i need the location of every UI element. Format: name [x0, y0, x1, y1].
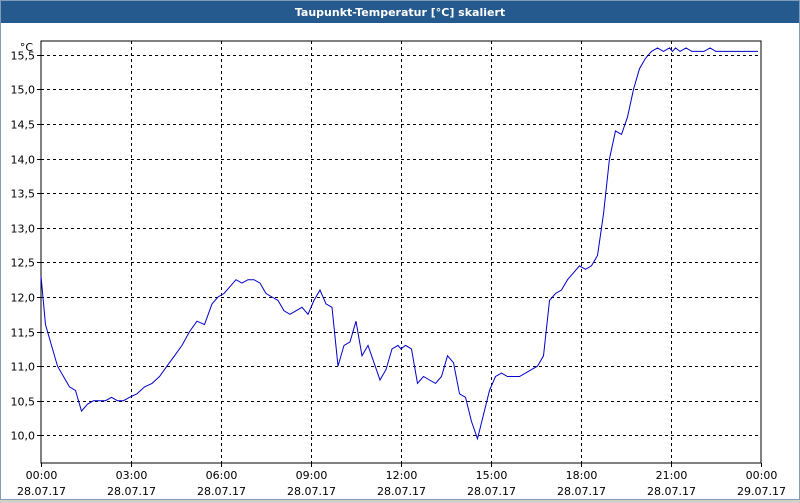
- y-tick-label: 10,0: [11, 430, 36, 443]
- chart-area: 10,0 10,5 11,0 11,5 12,0 12,5 13,0 13,5 14,0 14,5…: [1, 23, 799, 499]
- x-tick-date: 28.07.17: [17, 485, 66, 498]
- y-unit-label: °C: [20, 41, 34, 54]
- y-tick-label: 12,5: [11, 257, 36, 270]
- y-tick-label: 12,0: [11, 292, 36, 305]
- x-tick-time: 09:00: [296, 469, 328, 482]
- y-tick-label: 11,0: [11, 361, 36, 374]
- y-tick-label: 15,5: [11, 50, 36, 63]
- y-tick-label: 14,0: [11, 154, 36, 167]
- y-tick-label: 14,5: [11, 119, 36, 132]
- x-tick-time: 00:00: [746, 469, 778, 482]
- y-tick-label: 15,0: [11, 84, 36, 97]
- x-tick-date: 28.07.17: [287, 485, 336, 498]
- window-title: Taupunkt-Temperatur [°C] skaliert: [1, 1, 799, 23]
- x-tick-time: 06:00: [206, 469, 238, 482]
- x-tick-date: 29.07.17: [737, 485, 786, 498]
- dewpoint-line-chart: 10,0 10,5 11,0 11,5 12,0 12,5 13,0 13,5 14,0 14,5…: [11, 40, 786, 498]
- x-tick-time: 12:00: [386, 469, 418, 482]
- y-tick-label: 11,5: [11, 327, 36, 340]
- series-line-0: [40, 47, 758, 441]
- x-tick-date: 28.07.17: [377, 485, 426, 498]
- x-tick-time: 15:00: [476, 469, 508, 482]
- x-tick-date: 28.07.17: [467, 485, 516, 498]
- x-tick-time: 00:00: [26, 469, 58, 482]
- x-tick-time: 03:00: [116, 469, 148, 482]
- y-tick-label: 13,5: [11, 188, 36, 201]
- x-tick-date: 28.07.17: [557, 485, 606, 498]
- x-tick-date: 28.07.17: [647, 485, 696, 498]
- y-tick-label: 10,5: [11, 396, 36, 409]
- x-tick-time: 18:00: [566, 469, 598, 482]
- y-tick-label: 13,0: [11, 223, 36, 236]
- x-tick-date: 28.07.17: [107, 485, 156, 498]
- x-tick-date: 28.07.17: [197, 485, 246, 498]
- x-tick-time: 21:00: [656, 469, 688, 482]
